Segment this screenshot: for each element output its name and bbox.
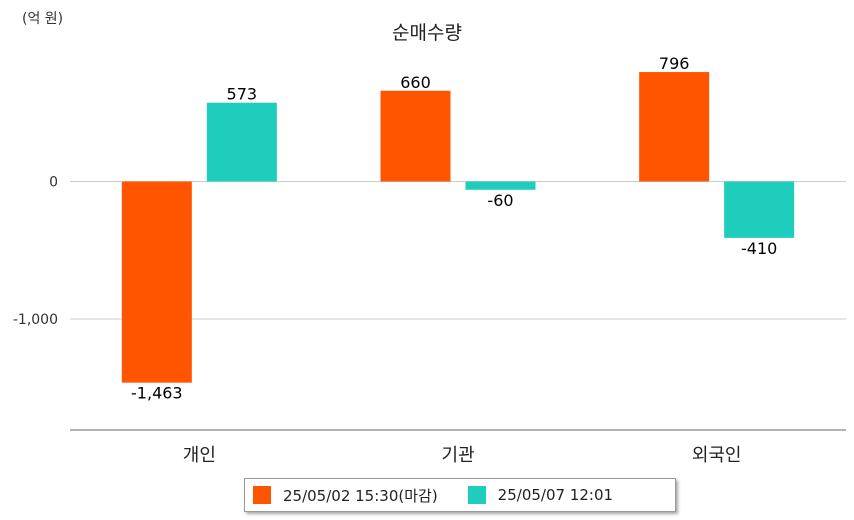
legend-label-series-1: 25/05/02 15:30(마감) xyxy=(283,486,438,505)
data-label: 573 xyxy=(227,85,258,104)
bar xyxy=(724,181,795,238)
x-tick-label: 외국인 xyxy=(692,445,742,466)
legend: 25/05/02 15:30(마감) 25/05/07 12:01 xyxy=(244,478,676,512)
legend-label-series-2: 25/05/07 12:01 xyxy=(497,486,614,504)
data-label: -410 xyxy=(741,239,777,258)
data-label: -60 xyxy=(487,191,513,210)
bar xyxy=(121,181,192,383)
bar xyxy=(465,181,536,190)
y-tick-label: -1,000 xyxy=(13,312,58,328)
bar-chart: 0 -1,000 -1,463 573 개인 660 -60 기관 796 -410 외국인 xyxy=(13,54,846,466)
bar xyxy=(639,72,710,182)
bar xyxy=(380,90,451,182)
unit-label: (억 원) xyxy=(22,11,64,27)
y-tick-label: 0 xyxy=(49,175,58,191)
x-tick-label: 기관 xyxy=(441,445,474,466)
x-tick-label: 개인 xyxy=(183,445,216,466)
chart-title: 순매수량 xyxy=(392,22,462,44)
legend-item-series-2[interactable]: 25/05/07 12:01 xyxy=(467,486,614,504)
legend-swatch-series-2 xyxy=(467,486,486,504)
bar xyxy=(206,102,277,182)
data-label: 660 xyxy=(400,73,431,92)
legend-item-series-1[interactable]: 25/05/02 15:30(마감) xyxy=(253,485,438,506)
data-label: -1,463 xyxy=(131,384,183,403)
legend-swatch-series-1 xyxy=(253,486,271,504)
data-label: 796 xyxy=(659,54,690,73)
